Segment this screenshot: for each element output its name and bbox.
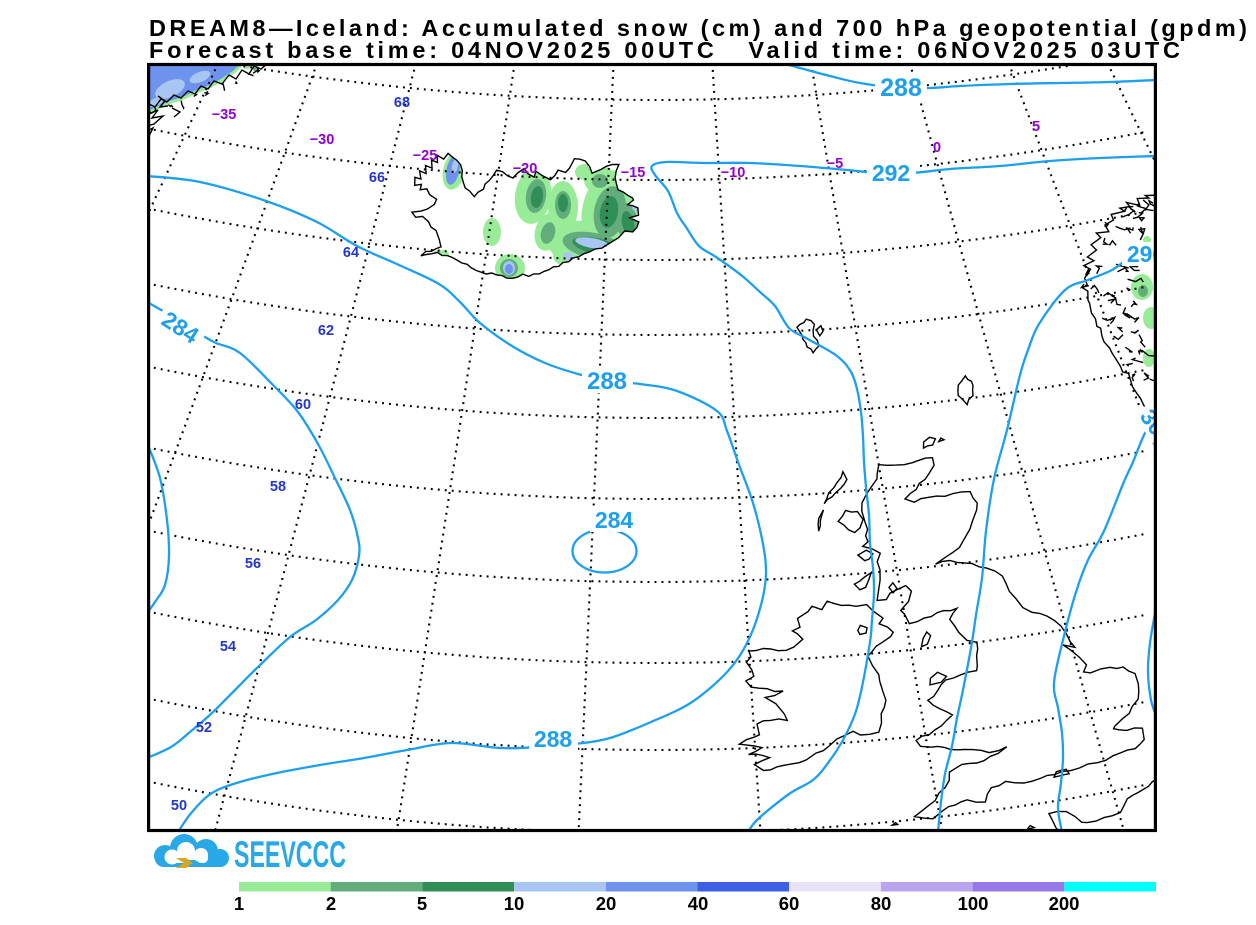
svg-text:62: 62	[318, 323, 334, 339]
svg-text:288: 288	[880, 74, 922, 102]
svg-text:−10: −10	[721, 165, 746, 181]
svg-text:−25: −25	[413, 148, 438, 164]
svg-text:66: 66	[369, 170, 385, 186]
svg-text:−15: −15	[621, 165, 646, 181]
svg-text:64: 64	[343, 245, 359, 261]
svg-text:288: 288	[534, 726, 573, 752]
svg-text:−35: −35	[212, 107, 237, 123]
svg-text:−5: −5	[827, 156, 844, 172]
svg-text:−20: −20	[513, 161, 538, 177]
svg-text:SEEVCCC: SEEVCCC	[234, 834, 346, 875]
svg-text:20: 20	[596, 893, 617, 914]
svg-text:58: 58	[270, 479, 286, 495]
svg-text:200: 200	[1049, 893, 1080, 914]
svg-text:1: 1	[234, 893, 244, 914]
svg-text:50: 50	[171, 798, 187, 814]
svg-text:54: 54	[220, 639, 236, 655]
svg-text:2: 2	[326, 893, 336, 914]
svg-text:5: 5	[417, 893, 427, 914]
svg-text:68: 68	[394, 95, 410, 111]
svg-text:10: 10	[504, 893, 525, 914]
svg-text:100: 100	[958, 893, 989, 914]
svg-text:5: 5	[1032, 119, 1040, 135]
svg-text:284: 284	[595, 507, 634, 533]
svg-text:80: 80	[871, 893, 892, 914]
svg-text:52: 52	[196, 720, 212, 736]
svg-text:0: 0	[933, 140, 941, 156]
svg-text:292: 292	[872, 160, 910, 186]
svg-text:296: 296	[1127, 241, 1165, 267]
svg-text:−30: −30	[310, 132, 335, 148]
svg-text:60: 60	[779, 893, 800, 914]
svg-text:60: 60	[295, 397, 311, 413]
svg-text:40: 40	[688, 893, 709, 914]
svg-text:288: 288	[587, 368, 627, 395]
svg-text:56: 56	[245, 556, 261, 572]
